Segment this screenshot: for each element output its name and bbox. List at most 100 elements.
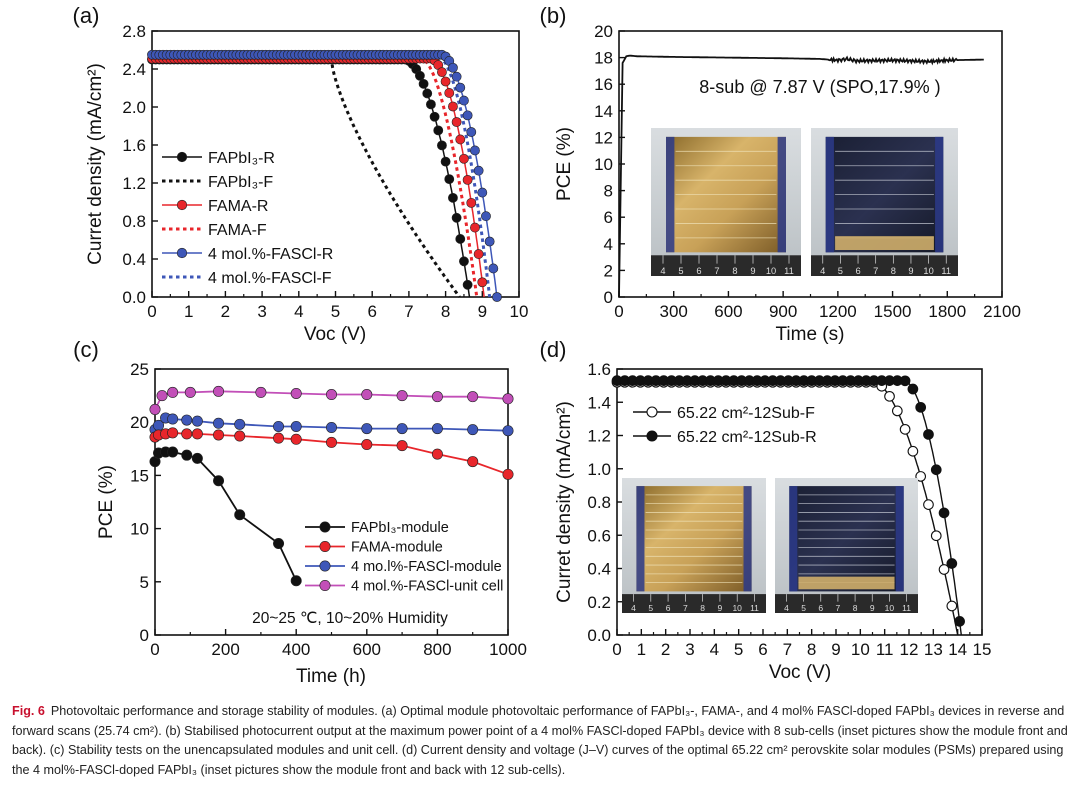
data-point [455,82,466,93]
x-tick-label: 14 [948,640,967,659]
y-tick-label: 4 [604,235,613,254]
data-point [426,99,436,110]
x-tick-label: 2100 [983,302,1021,321]
y-tick-label: 0.6 [587,526,611,545]
ruler-label: 11 [941,266,951,276]
x-tick-label: 900 [769,302,797,321]
data-point [470,145,480,156]
module-edge-left [636,486,645,592]
data-point [396,440,408,452]
data-point [290,575,302,587]
data-point [444,88,455,98]
data-point [492,292,502,302]
legend-label: FAMA-module [351,540,443,556]
panel-b: (b) 0 300 600 900 1200 1500 1800 2100 0 2 4 6 8 10 12 14… [540,3,1021,345]
y-tick-label: 2 [604,261,613,280]
data-point [440,156,451,167]
legend-marker [319,560,331,572]
caption-label: Fig. 6 [12,704,45,718]
x-tick-label: 1 [637,640,646,659]
x-axis-label: Time (s) [776,324,845,345]
condition-annotation: 20~25 ℃, 10~20% Humidity [252,610,448,627]
y-tick-label: 0.2 [587,593,611,612]
y-tick-label: 16 [594,75,613,94]
figure-caption: Fig. 6 Photovoltaic performance and stora… [12,702,1076,780]
x-tick-label: 200 [211,640,239,659]
x-tick-label: 10 [510,302,529,321]
ruler-label: 4 [820,266,825,276]
data-point [213,475,225,487]
y-tick-label: 0.8 [587,493,611,512]
ruler-label: 7 [714,266,719,276]
data-point [923,429,934,440]
y-tick-label: 2.4 [122,60,146,79]
ruler [811,255,958,276]
y-tick-label: 15 [130,466,149,485]
y-tick-label: 2.8 [122,22,146,41]
data-point [156,390,168,402]
legend-label: FAPbI₃-module [351,520,449,536]
legend-marker [176,199,188,211]
plot-frame [154,368,509,636]
data-point [167,446,179,458]
data-point [448,192,458,203]
y-tick-label: 20 [594,22,613,41]
data-point [415,70,425,81]
data-point [431,448,443,460]
x-tick-label: 800 [423,640,451,659]
ruler-label: 5 [678,266,683,276]
x-tick-label: 3 [685,640,694,659]
data-point [290,433,302,445]
ruler-label: 9 [750,266,755,276]
data-point [891,405,903,417]
x-tick-label: 4 [294,302,303,321]
module-edge-right [777,136,786,253]
data-point [502,468,514,480]
ruler [622,594,766,613]
panel-label: (c) [73,337,99,362]
legend-label: 4 mo.l%-FASCl-module [351,559,502,575]
legend-marker [646,406,658,418]
data-point [907,445,919,457]
ruler-label: 4 [631,603,636,613]
y-tick-label: 5 [140,573,149,592]
inset-module-back: 4 5 6 7 8 9 10 11 [811,128,958,276]
module-edge-left [825,136,834,253]
x-tick-label: 0 [612,640,621,659]
data-point [181,428,193,440]
legend-label: FAMA-F [208,222,267,239]
data-point [466,197,477,208]
x-tick-label: 6 [367,302,376,321]
ruler-label: 4 [660,266,665,276]
ruler-label: 10 [766,266,776,276]
ruler-label: 10 [732,603,742,613]
data-point [473,165,484,176]
ruler-label: 7 [836,603,841,613]
y-tick-label: 20 [130,413,149,432]
x-tick-label: 300 [660,302,688,321]
module-edge-right [935,136,944,253]
x-tick-label: 1000 [489,640,527,659]
data-point [451,71,462,82]
ruler-label: 7 [873,266,878,276]
legend-label: 4 mol.%-FASCl-R [208,246,333,263]
ruler-label: 5 [838,266,843,276]
data-point [484,236,495,247]
x-tick-label: 8 [441,302,450,321]
panel-d: (d)0 1 2 3 4 5 6 7 8 9 10 11 12 13 14 150.00.20.40.60.8… [540,337,992,683]
y-tick-label: 14 [594,102,613,121]
data-point [502,393,514,405]
data-point [191,428,203,440]
y-tick-label: 1.4 [587,393,611,412]
data-point [473,249,484,259]
data-point [191,415,203,427]
ruler-label: 5 [801,603,806,613]
legend-label: 4 mol.%-FASCl-unit cell [351,579,503,595]
data-point [930,464,942,476]
x-axis-label: Time (h) [296,666,366,687]
ruler-label: 9 [908,266,913,276]
data-point [273,420,285,432]
panel-label: (b) [540,3,567,28]
x-tick-label: 0 [150,640,159,659]
data-point [502,425,514,437]
